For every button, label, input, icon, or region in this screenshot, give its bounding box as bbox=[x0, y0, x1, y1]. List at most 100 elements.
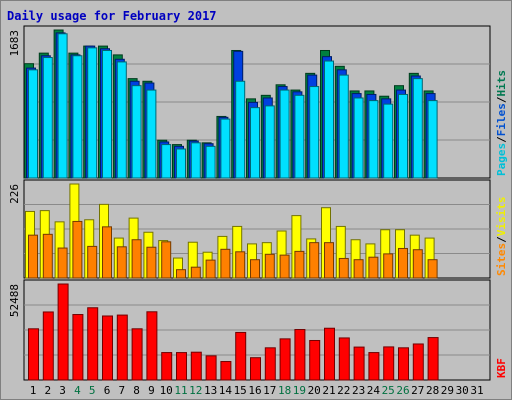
bar-pages bbox=[368, 100, 379, 179]
bar-sites bbox=[324, 242, 334, 279]
bar-kbytes bbox=[427, 337, 439, 381]
x-tick-label: 31 bbox=[470, 384, 483, 397]
x-tick-label: 10 bbox=[160, 384, 173, 397]
bar-kbytes bbox=[250, 357, 261, 381]
x-tick-label: 17 bbox=[263, 384, 276, 397]
bar-sites bbox=[383, 253, 394, 279]
legend-entry: Files bbox=[495, 103, 508, 136]
x-tick-label: 3 bbox=[59, 384, 66, 397]
bar-pages bbox=[116, 61, 127, 179]
x-tick-label: 19 bbox=[293, 384, 306, 397]
x-tick-label: 12 bbox=[189, 384, 202, 397]
x-tick-label: 11 bbox=[174, 384, 187, 397]
panel-max-label: 1683 bbox=[8, 30, 21, 57]
x-tick-label: 14 bbox=[219, 384, 233, 397]
x-axis: 1 2 3 4 5 6 7 8 9 10 11 12 13 14 15 16 17 18 19 20 21 22 23 24 2… bbox=[30, 384, 484, 397]
bar-pages bbox=[264, 105, 275, 179]
bar-kbytes bbox=[72, 314, 84, 381]
bar-sites bbox=[279, 254, 290, 279]
bar-pages bbox=[176, 148, 186, 179]
bar-pages bbox=[42, 57, 53, 179]
bar-kbytes bbox=[28, 328, 39, 381]
bar-kbytes bbox=[353, 346, 365, 381]
legend-entry: Hits bbox=[495, 70, 508, 97]
bar-pages bbox=[28, 69, 38, 179]
panel-bottom: 52488 KBF bbox=[8, 279, 508, 381]
bar-kbytes bbox=[176, 352, 187, 381]
x-tick-label: 16 bbox=[248, 384, 261, 397]
series-sites bbox=[28, 220, 438, 279]
x-tick-label: 6 bbox=[104, 384, 111, 397]
bar-kbytes bbox=[309, 339, 321, 381]
bar-pages bbox=[220, 118, 231, 179]
bar-sites bbox=[42, 233, 53, 279]
bar-sites bbox=[338, 257, 349, 279]
bar-kbytes bbox=[57, 283, 69, 381]
x-tick-label: 28 bbox=[426, 384, 439, 397]
panel-middle: 226 Sites/Visits bbox=[8, 179, 508, 279]
bar-pages bbox=[235, 80, 246, 179]
bar-kbytes bbox=[324, 327, 335, 381]
bar-sites bbox=[250, 259, 260, 279]
bar-kbytes bbox=[294, 329, 306, 381]
bar-sites bbox=[368, 256, 379, 279]
bar-sites bbox=[294, 250, 305, 279]
bar-pages bbox=[146, 89, 157, 179]
x-tick-label: 7 bbox=[118, 384, 125, 397]
x-tick-label: 2 bbox=[44, 384, 51, 397]
panel-legend: Pages/Files/Hits bbox=[495, 70, 508, 176]
bar-pages bbox=[412, 78, 423, 179]
bar-kbytes bbox=[190, 351, 202, 381]
x-tick-label: 13 bbox=[204, 384, 217, 397]
bar-sites bbox=[28, 234, 38, 279]
bar-kbytes bbox=[131, 328, 143, 381]
bar-pages bbox=[72, 55, 83, 179]
bar-kbytes bbox=[279, 338, 291, 381]
legend-entry: Visits bbox=[495, 197, 508, 237]
bar-pages bbox=[87, 47, 98, 179]
x-tick-label: 5 bbox=[89, 384, 96, 397]
bar-kbytes bbox=[368, 352, 380, 381]
bar-pages bbox=[131, 85, 142, 179]
bar-pages bbox=[294, 94, 305, 179]
bar-kbytes bbox=[42, 311, 54, 381]
bar-sites bbox=[412, 249, 423, 279]
bar-pages bbox=[102, 49, 112, 179]
x-tick-label: 8 bbox=[133, 384, 140, 397]
x-tick-label: 22 bbox=[337, 384, 350, 397]
bar-kbytes bbox=[398, 347, 409, 381]
bar-sites bbox=[87, 245, 98, 279]
bar-kbytes bbox=[264, 347, 276, 381]
panel-max-label: 52488 bbox=[8, 284, 21, 317]
bar-sites bbox=[102, 226, 112, 279]
legend-entry: Sites bbox=[495, 243, 508, 276]
series-kbytes bbox=[28, 283, 439, 381]
bar-sites bbox=[427, 259, 438, 279]
bar-pages bbox=[383, 103, 394, 179]
x-tick-label: 27 bbox=[411, 384, 424, 397]
bar-kbytes bbox=[161, 352, 173, 381]
x-tick-label: 26 bbox=[396, 384, 409, 397]
bar-kbytes bbox=[205, 355, 217, 381]
x-tick-label: 21 bbox=[322, 384, 335, 397]
bar-pages bbox=[161, 144, 172, 179]
bar-sites bbox=[190, 266, 201, 279]
bar-kbytes bbox=[87, 307, 99, 381]
bar-kbytes bbox=[116, 314, 128, 381]
bar-sites bbox=[116, 246, 127, 279]
bar-kbytes bbox=[383, 346, 395, 381]
bar-sites bbox=[176, 269, 186, 279]
chart-title: Daily usage for February 2017 bbox=[7, 9, 217, 23]
bar-sites bbox=[205, 259, 216, 279]
bar-pages bbox=[250, 107, 260, 179]
bar-pages bbox=[205, 145, 216, 179]
legend-entry: / bbox=[495, 236, 508, 243]
bar-pages bbox=[324, 60, 334, 179]
bar-kbytes bbox=[235, 331, 247, 381]
panel-max-label: 226 bbox=[8, 184, 21, 204]
series-pages bbox=[28, 33, 438, 179]
panel-top: 1683 Pages/Files/Hits bbox=[8, 25, 508, 179]
bar-pages bbox=[279, 89, 290, 179]
x-tick-label: 23 bbox=[352, 384, 365, 397]
